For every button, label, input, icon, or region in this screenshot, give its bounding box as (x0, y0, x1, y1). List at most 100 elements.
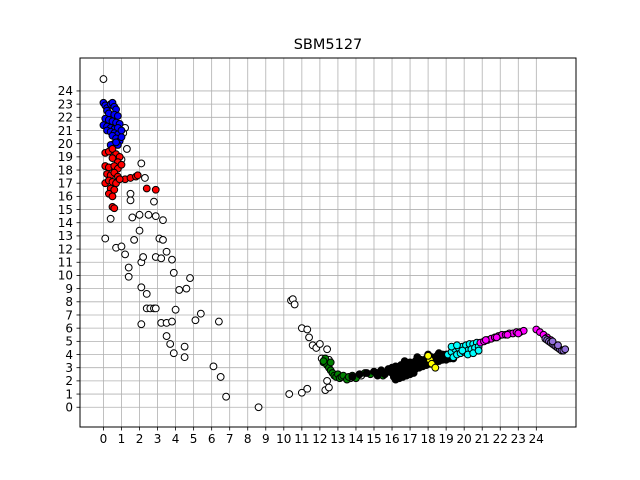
y-tick-label: 24 (58, 84, 73, 98)
data-point (150, 197, 158, 206)
data-point (474, 346, 483, 355)
chart-title: SBM5127 (294, 37, 363, 53)
data-point (137, 283, 146, 292)
data-point (216, 373, 225, 381)
y-tick-label: 20 (58, 137, 73, 151)
data-point (315, 340, 324, 348)
data-point (326, 358, 335, 367)
data-point (424, 351, 433, 360)
data-point (141, 174, 149, 182)
data-point (285, 390, 294, 398)
x-tick-label: 2 (136, 432, 144, 446)
y-tick-label: 19 (58, 150, 73, 164)
data-point (130, 235, 139, 244)
series-7 (476, 325, 555, 347)
y-tick-label: 3 (65, 361, 73, 375)
plot-frame (79, 57, 577, 428)
data-point (117, 242, 126, 251)
y-tick-label: 8 (65, 295, 73, 309)
x-tick-label: 8 (244, 432, 252, 446)
data-point (108, 154, 117, 163)
data-point (133, 171, 142, 180)
x-tick-label: 7 (226, 432, 234, 446)
data-point (435, 349, 443, 358)
data-point (503, 330, 512, 339)
data-point (169, 349, 178, 358)
data-point (169, 268, 178, 277)
data-point (124, 263, 133, 272)
data-point (162, 247, 171, 256)
x-tick-label: 17 (402, 432, 417, 446)
data-point (99, 75, 108, 83)
data-point (137, 159, 146, 168)
y-tick-label: 10 (58, 269, 73, 283)
series-0 (99, 75, 366, 412)
y-tick-label: 15 (58, 203, 73, 217)
data-point (196, 309, 205, 318)
data-point (554, 341, 562, 350)
data-point (400, 357, 409, 366)
y-tick-label: 7 (65, 308, 73, 322)
x-tick-label: 21 (475, 432, 490, 446)
y-tick-label: 18 (58, 163, 73, 177)
y-tick-label: 14 (58, 216, 73, 230)
data-point (362, 369, 371, 377)
y-tick-label: 1 (65, 387, 73, 401)
data-point (514, 329, 523, 338)
data-point (108, 145, 117, 153)
y-tick-label: 4 (65, 348, 73, 362)
data-point (323, 376, 331, 385)
data-points (99, 75, 570, 412)
data-point (175, 286, 184, 294)
series-1 (99, 98, 126, 149)
data-point (303, 384, 312, 393)
data-point (142, 184, 151, 193)
data-point (135, 226, 144, 235)
x-tick-label: 6 (208, 432, 216, 446)
x-tick-label: 12 (312, 432, 327, 446)
data-point (453, 341, 461, 350)
data-point (142, 289, 151, 298)
x-tick-label: 5 (190, 432, 198, 446)
data-point (182, 284, 191, 293)
data-point (305, 333, 313, 342)
data-point (151, 304, 160, 313)
x-axis-ticks: 0 1 2 3 4 5 6 7 8 9 10 11 12 13 14 15 16 17 18 19 20 21 22 23 24 (100, 427, 544, 446)
data-point (137, 320, 146, 329)
data-point (191, 316, 200, 325)
data-point (548, 337, 557, 346)
data-point (297, 388, 306, 397)
y-tick-label: 9 (65, 282, 73, 296)
x-tick-label: 14 (348, 432, 363, 446)
x-tick-label: 22 (493, 432, 508, 446)
data-point (254, 403, 263, 412)
y-tick-label: 2 (65, 374, 73, 388)
x-tick-label: 15 (366, 432, 381, 446)
data-point (124, 272, 133, 281)
x-tick-label: 4 (172, 432, 180, 446)
series-5 (424, 351, 440, 372)
data-point (171, 305, 180, 314)
data-point (180, 342, 189, 351)
y-tick-label: 23 (58, 97, 73, 111)
data-point (186, 274, 194, 282)
y-tick-label: 16 (58, 190, 73, 204)
data-point (117, 126, 126, 135)
data-point (431, 363, 440, 372)
x-tick-label: 13 (330, 432, 345, 446)
data-point (222, 392, 230, 401)
data-point (113, 112, 122, 120)
data-point (139, 253, 148, 261)
data-point (108, 192, 117, 201)
x-tick-label: 9 (262, 432, 270, 446)
data-point (151, 212, 160, 221)
y-tick-label: 21 (58, 124, 73, 138)
data-point (355, 370, 364, 379)
data-point (180, 353, 189, 362)
data-point (110, 204, 119, 213)
data-point (561, 345, 570, 354)
data-point (214, 317, 223, 326)
x-tick-label: 23 (511, 432, 526, 446)
